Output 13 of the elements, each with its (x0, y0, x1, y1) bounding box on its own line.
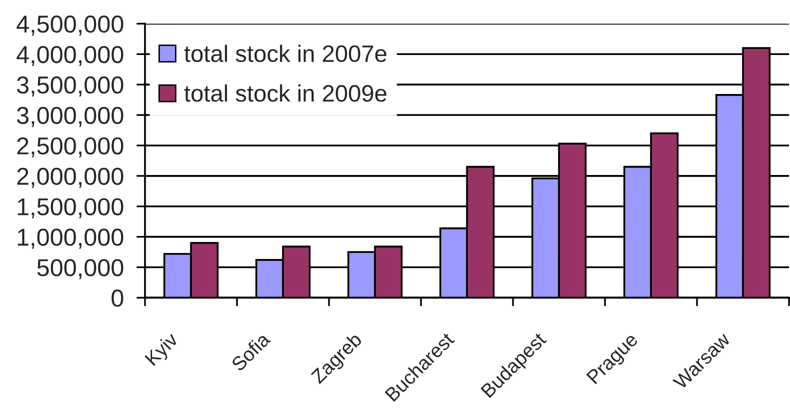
y-tick-label: 2,500,000 (17, 137, 124, 158)
y-tick-label: 3,000,000 (16, 106, 124, 127)
y-tick-label: 1,500,000 (18, 198, 124, 218)
y-tick-label: 4,500,000 (16, 16, 124, 36)
legend-label: total stock in 2009e (184, 84, 386, 102)
y-tick-label: 1,000,000 (18, 228, 124, 249)
y-tick-label: 3,500,000 (16, 76, 124, 97)
y-tick-label: 2,000,000 (17, 168, 124, 188)
y-tick-label: 0 (112, 290, 124, 307)
x-tick-label: Kyiv (144, 331, 182, 369)
legend-label: total stock in 2007e (184, 44, 386, 62)
y-tick-label: 4,000,000 (16, 46, 124, 66)
y-tick-label: 500,000 (37, 259, 124, 280)
